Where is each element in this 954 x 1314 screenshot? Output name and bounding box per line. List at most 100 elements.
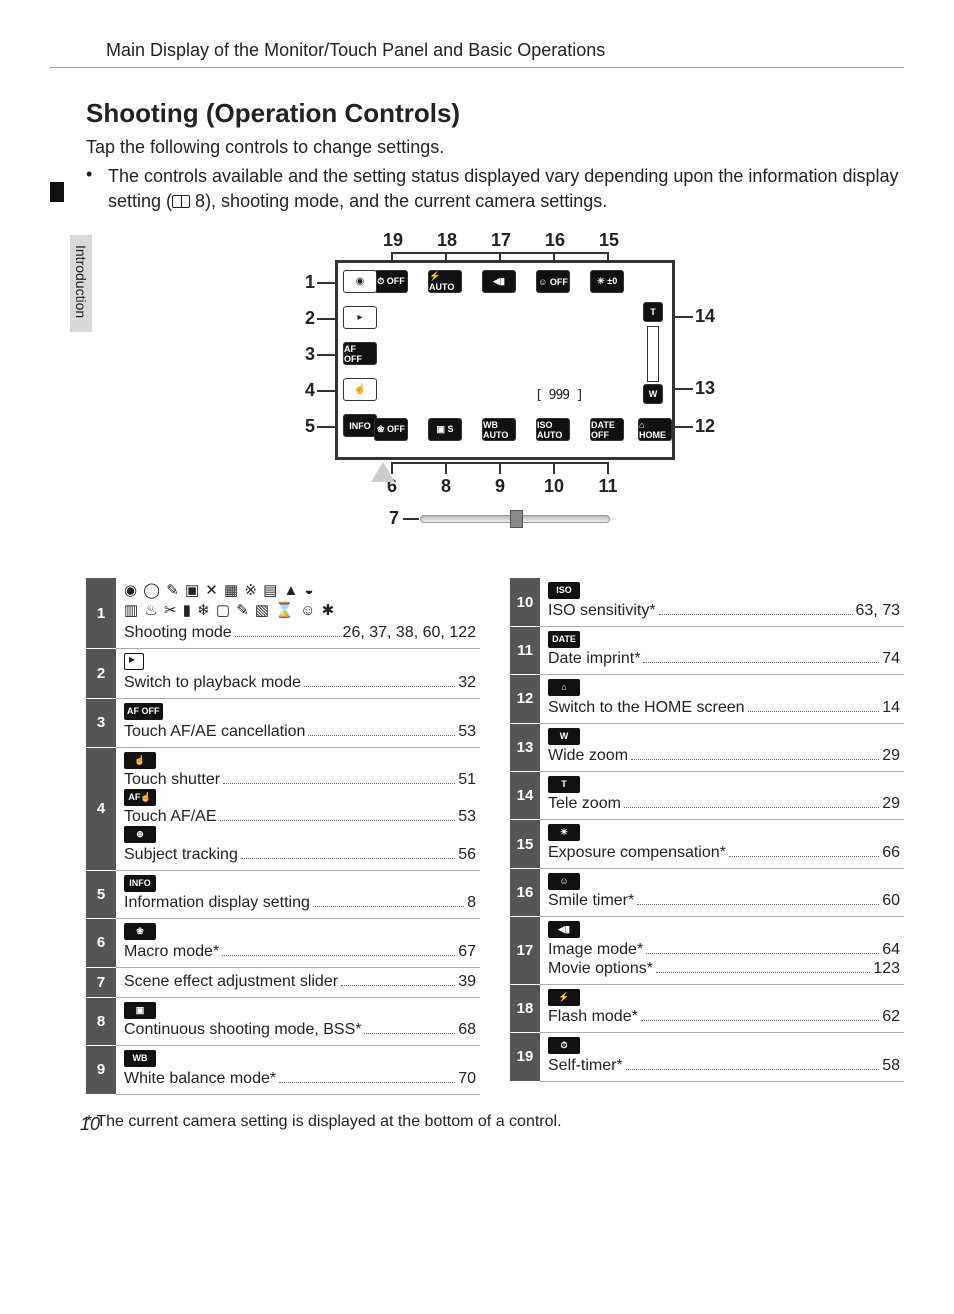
page-ref: 63, 73: [856, 602, 900, 620]
legend-label: Touch AF/AE cancellation: [124, 723, 305, 741]
bottom-icon: ▣ S: [428, 418, 462, 441]
legend-row: 5INFOInformation display setting8: [86, 871, 480, 919]
legend-row: 2Switch to playback mode32: [86, 649, 480, 699]
control-icon: ⊕: [124, 826, 156, 843]
legend-label: Macro mode*: [124, 943, 219, 961]
callout-num: 16: [541, 230, 569, 251]
legend-label: Exposure compensation*: [548, 844, 726, 862]
chapter-header: Main Display of the Monitor/Touch Panel …: [50, 40, 904, 68]
bottom-icon: DATE OFF: [590, 418, 624, 441]
legend-number: 16: [510, 869, 540, 917]
callout-num: 2: [293, 308, 315, 329]
left-icon: INFO: [343, 414, 377, 437]
legend-number: 1: [86, 578, 116, 648]
control-icon: INFO: [124, 875, 156, 892]
page-ref: 29: [882, 747, 900, 765]
page-title: Shooting (Operation Controls): [86, 98, 904, 129]
callout-num: 13: [695, 378, 715, 399]
page-ref: 51: [458, 771, 476, 789]
page-marker: [50, 182, 64, 202]
control-icon: ▣: [124, 1002, 156, 1019]
callout-num: 10: [539, 476, 569, 497]
legend-label: Switch to the HOME screen: [548, 699, 745, 717]
legend-label: Switch to playback mode: [124, 674, 301, 692]
callout-num: 4: [293, 380, 315, 401]
legend-number: 19: [510, 1033, 540, 1081]
legend-row: 6❀Macro mode*67: [86, 919, 480, 967]
control-icon: ☝: [124, 752, 156, 769]
control-icon: ◀▮: [548, 921, 580, 938]
legend-label: Self-timer*: [548, 1057, 623, 1075]
left-icon: ◉: [343, 270, 377, 293]
page-ref: 62: [882, 1008, 900, 1026]
callout-num: 12: [695, 416, 715, 437]
control-icon: ISO: [548, 582, 580, 599]
legend-number: 7: [86, 968, 116, 998]
page-ref: 64: [882, 941, 900, 959]
intro-text: Tap the following controls to change set…: [86, 137, 904, 158]
legend-label: Movie options*: [548, 960, 653, 978]
page-ref: 66: [882, 844, 900, 862]
top-icon: ⚡ AUTO: [428, 270, 462, 293]
legend-left: 1◉ ◯ ✎ ▣ ✕ ▦ ※ ▤ ▲ ◒▥ ♨ ✂ ▮ ❄ ▢ ✎ ▧ ⌛ ☺ …: [86, 578, 480, 1094]
top-icon: ☀ ±0: [590, 270, 624, 293]
legend-row: 17◀▮Image mode*64Movie options*123: [510, 917, 904, 985]
legend-number: 2: [86, 649, 116, 699]
control-icon: ⏱: [548, 1037, 580, 1054]
legend-row: 10ISOISO sensitivity*63, 73: [510, 578, 904, 626]
control-icon: AF☝: [124, 789, 156, 806]
legend-number: 3: [86, 699, 116, 747]
legend-label: Subject tracking: [124, 846, 238, 864]
page-ref: 123: [873, 960, 900, 978]
bottom-icon: ISO AUTO: [536, 418, 570, 441]
legend-label: Smile timer*: [548, 892, 634, 910]
bottom-icon: WB AUTO: [482, 418, 516, 441]
legend-number: 9: [86, 1046, 116, 1094]
legend-row: 11DATEDate imprint*74: [510, 627, 904, 675]
page-ref: 74: [882, 650, 900, 668]
callout-num: 8: [431, 476, 461, 497]
slider-pointer: [371, 462, 395, 482]
left-icon: AF OFF: [343, 342, 377, 365]
bullet-note: • The controls available and the setting…: [86, 164, 904, 214]
page-ref: 8: [467, 894, 476, 912]
legend-row: 7Scene effect adjustment slider39: [86, 968, 480, 998]
legend-number: 17: [510, 917, 540, 985]
callout-num: 11: [593, 476, 623, 497]
legend-label: Touch AF/AE: [124, 808, 217, 826]
legend-row: 18⚡Flash mode*62: [510, 985, 904, 1033]
control-icon: T: [548, 776, 580, 793]
legend-row: 4☝Touch shutter51AF☝Touch AF/AE53⊕Subjec…: [86, 748, 480, 871]
legend-row: 12⌂Switch to the HOME screen14: [510, 675, 904, 723]
top-icon: ◀▮: [482, 270, 516, 293]
left-icon: ▸: [343, 306, 377, 329]
legend-label: Shooting mode: [124, 624, 232, 642]
top-icon: ☺ OFF: [536, 270, 570, 293]
control-icon: ☀: [548, 824, 580, 841]
callout-num: 14: [695, 306, 715, 327]
legend-label: Wide zoom: [548, 747, 628, 765]
page-ref: 68: [458, 1021, 476, 1039]
page-ref: 58: [882, 1057, 900, 1075]
page-ref: 53: [458, 723, 476, 741]
callout-num: 15: [595, 230, 623, 251]
legend-row: 19 ⏱ Self-timer* 58: [510, 1033, 904, 1081]
callout-num: 17: [487, 230, 515, 251]
legend-row: 13WWide zoom29: [510, 724, 904, 772]
callout-num: 19: [379, 230, 407, 251]
slider-knob: [510, 510, 523, 528]
section-tab: Introduction: [70, 235, 92, 332]
legend-row: 15☀Exposure compensation*66: [510, 820, 904, 868]
page-ref: 70: [458, 1070, 476, 1088]
legend-row: 9WBWhite balance mode*70: [86, 1046, 480, 1094]
legend-label: Date imprint*: [548, 650, 640, 668]
callout-num: 9: [485, 476, 515, 497]
control-icon: ⚡: [548, 989, 580, 1006]
callout-num: 1: [293, 272, 315, 293]
page-ref: 53: [458, 808, 476, 826]
legend-row: 8▣Continuous shooting mode, BSS*68: [86, 998, 480, 1046]
callout-num: 7: [375, 508, 399, 529]
top-icon: ⏱ OFF: [374, 270, 408, 293]
page-number: 10: [80, 1114, 100, 1135]
legend-number: 10: [510, 578, 540, 626]
